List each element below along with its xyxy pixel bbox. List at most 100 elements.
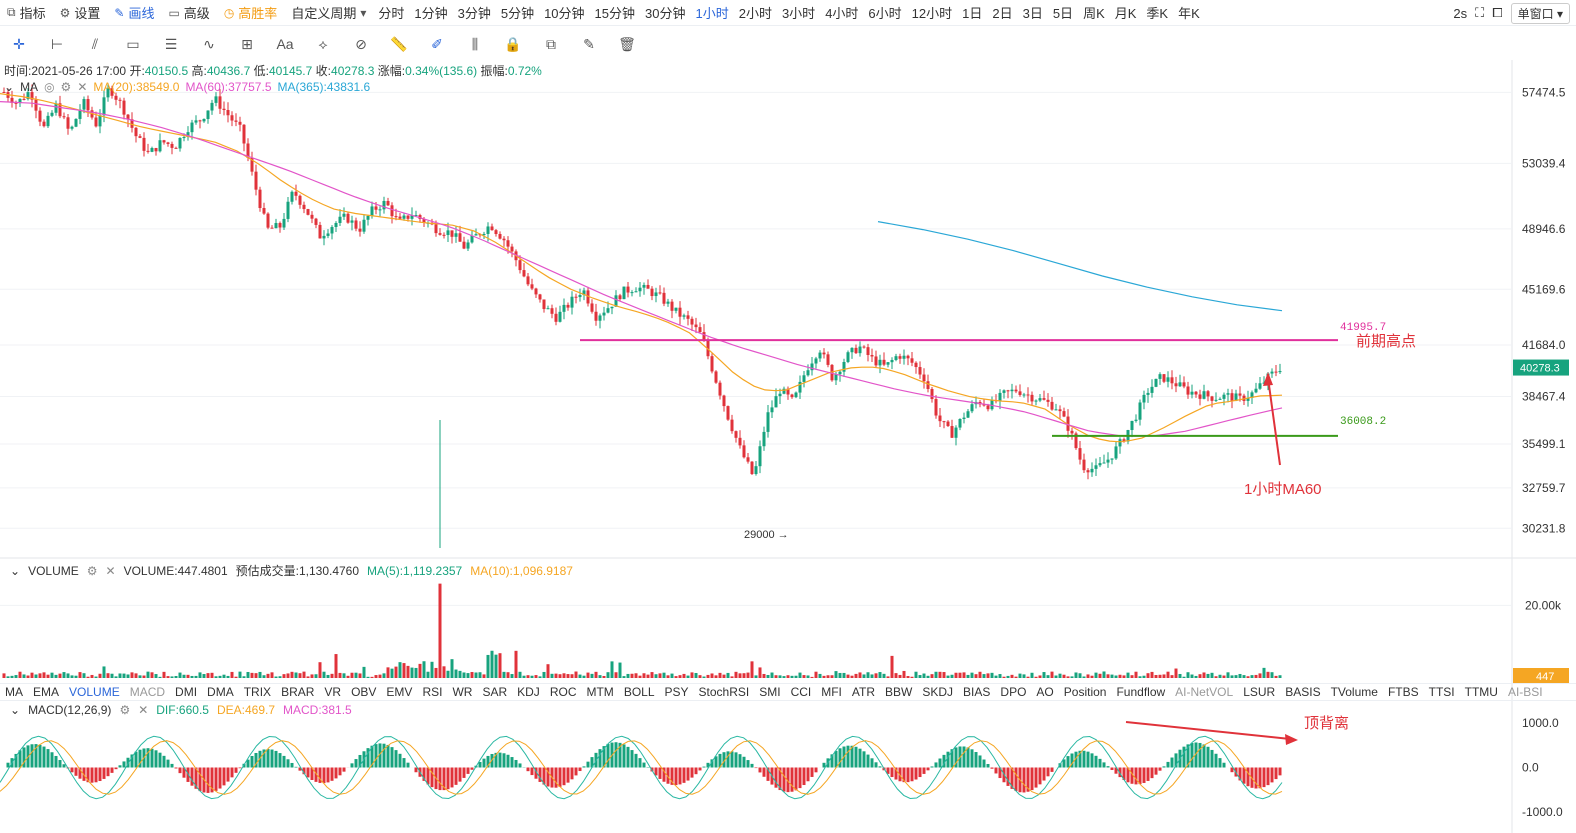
indicator-tab-26[interactable]: BIAS [963, 685, 991, 699]
lock-icon[interactable]: 🔒 [504, 35, 522, 52]
indicator-tab-37[interactable]: TTMU [1464, 685, 1498, 699]
trendline-icon[interactable]: ⫽ [91, 35, 99, 52]
indicator-tab-22[interactable]: MFI [821, 685, 842, 699]
draw-mode-icon[interactable]: ✐ [431, 35, 443, 52]
indicator-tab-0[interactable]: MA [5, 685, 23, 699]
draw-button[interactable]: ✎ 画线 [107, 0, 161, 26]
indicator-tab-29[interactable]: Position [1063, 685, 1107, 699]
measure-icon[interactable]: ⊞ [241, 35, 253, 52]
indicator-tab-17[interactable]: BOLL [623, 685, 655, 699]
period-16[interactable]: 5日 [1052, 6, 1074, 21]
indicator-tab-4[interactable]: DMI [175, 685, 198, 699]
period-17[interactable]: 周K [1083, 6, 1105, 21]
indicator-tab-10[interactable]: EMV [386, 685, 413, 699]
volume-bar [182, 674, 186, 678]
period-18[interactable]: 月K [1114, 6, 1137, 21]
indicator-tab-16[interactable]: MTM [586, 685, 614, 699]
indicator-tab-12[interactable]: WR [452, 685, 473, 699]
crosshair-icon[interactable]: ✛ [13, 35, 25, 52]
period-13[interactable]: 1日 [962, 6, 983, 21]
candle-type-icon[interactable]: ⫼ [471, 35, 479, 52]
indicator-tab-36[interactable]: TTSI [1428, 685, 1455, 699]
text-icon[interactable]: Aa [276, 36, 294, 52]
window-mode-select[interactable]: 单窗口 ▾ [1510, 2, 1570, 24]
custom-period-dropdown[interactable]: 自定义周期 ▾ [284, 0, 373, 26]
settings-button[interactable]: ⚙ 设置 [53, 0, 108, 26]
close-icon[interactable]: ✕ [77, 80, 88, 94]
period-1[interactable]: 1分钟 [414, 6, 448, 21]
horizontal-segment-icon[interactable]: ⊢ [50, 35, 64, 52]
eye-icon[interactable]: ◎ [44, 80, 55, 94]
indicator-tab-15[interactable]: ROC [549, 685, 577, 699]
indicator-tab-20[interactable]: SMI [759, 685, 781, 699]
indicator-tab-27[interactable]: DPO [1000, 685, 1027, 699]
indicator-tab-13[interactable]: SAR [482, 685, 508, 699]
indicator-tab-24[interactable]: BBW [885, 685, 913, 699]
chevron-down-icon[interactable]: ⌄ [10, 703, 21, 717]
period-4[interactable]: 10分钟 [544, 6, 585, 21]
indicator-tab-21[interactable]: CCI [790, 685, 812, 699]
popout-icon[interactable]: ⧠ [1492, 5, 1503, 20]
hide-drawings-icon[interactable]: ⊘ [355, 35, 367, 52]
gear-icon[interactable]: ⚙ [60, 80, 72, 94]
period-20[interactable]: 年K [1178, 6, 1200, 21]
wave-icon[interactable]: ∿ [203, 35, 215, 52]
period-14[interactable]: 2日 [992, 6, 1013, 21]
magnet-icon[interactable]: ⟡ [318, 35, 328, 52]
chevron-down-icon[interactable]: ⌄ [4, 80, 15, 94]
period-2[interactable]: 3分钟 [457, 6, 491, 21]
period-15[interactable]: 3日 [1022, 6, 1043, 21]
period-0[interactable]: 分时 [378, 6, 405, 21]
indicator-tab-14[interactable]: KDJ [517, 685, 540, 699]
indicator-tab-2[interactable]: VOLUME [69, 685, 120, 699]
win-rate-button[interactable]: ◷ 高胜率 [217, 0, 285, 26]
indicator-tab-35[interactable]: FTBS [1387, 685, 1419, 699]
indicator-tab-23[interactable]: ATR [851, 685, 876, 699]
period-7[interactable]: 1小时 [695, 6, 729, 21]
indicator-tab-18[interactable]: PSY [664, 685, 689, 699]
close-icon[interactable]: ✕ [138, 703, 149, 717]
indicator-tab-7[interactable]: BRAR [281, 685, 315, 699]
volume-bar [6, 676, 10, 678]
indicator-tab-25[interactable]: SKDJ [922, 685, 954, 699]
period-12[interactable]: 12小时 [911, 6, 953, 21]
indicator-tab-33[interactable]: BASIS [1285, 685, 1321, 699]
gear-icon[interactable]: ⚙ [86, 563, 98, 578]
indicator-tab-38[interactable]: AI-BSI [1507, 685, 1543, 699]
indicator-tab-3[interactable]: MACD [129, 685, 166, 699]
indicator-tab-31[interactable]: AI-NetVOL [1175, 685, 1234, 699]
copy-icon[interactable]: ⧉ [546, 35, 556, 52]
chevron-down-icon[interactable]: ⌄ [10, 563, 21, 578]
trash-icon[interactable]: 🗑 [618, 35, 636, 52]
indicator-tab-8[interactable]: VR [324, 685, 342, 699]
period-5[interactable]: 15分钟 [594, 6, 636, 21]
indicator-tab-34[interactable]: TVolume [1330, 685, 1378, 699]
indicator-tab-1[interactable]: EMA [33, 685, 60, 699]
indicator-button[interactable]: ⧉ 指标 [0, 0, 53, 26]
ruler-icon[interactable]: 📏 [390, 35, 408, 52]
fullscreen-icon[interactable]: ⛶ [1475, 5, 1485, 20]
period-8[interactable]: 2小时 [738, 6, 772, 21]
indicator-tab-5[interactable]: DMA [207, 685, 234, 699]
close-icon[interactable]: ✕ [105, 563, 116, 578]
rectangle-icon[interactable]: ▭ [126, 35, 140, 52]
indicator-tab-28[interactable]: AO [1036, 685, 1054, 699]
refresh-interval[interactable]: 2s [1453, 5, 1468, 21]
period-11[interactable]: 6小时 [868, 6, 902, 21]
parallel-lines-icon[interactable]: ☰ [164, 35, 178, 52]
indicator-tab-11[interactable]: RSI [422, 685, 443, 699]
gear-icon[interactable]: ⚙ [119, 703, 131, 717]
advanced-button[interactable]: ▭ 高级 [161, 0, 216, 26]
edit-icon[interactable]: ✎ [583, 35, 595, 52]
period-3[interactable]: 5分钟 [500, 6, 535, 21]
indicator-tab-9[interactable]: OBV [351, 685, 377, 699]
indicator-tab-6[interactable]: TRIX [243, 685, 272, 699]
period-10[interactable]: 4小时 [825, 6, 859, 21]
period-9[interactable]: 3小时 [781, 6, 816, 21]
indicator-tab-30[interactable]: Fundflow [1116, 685, 1166, 699]
period-6[interactable]: 30分钟 [645, 6, 686, 21]
period-19[interactable]: 季K [1146, 6, 1169, 21]
indicator-tab-32[interactable]: LSUR [1243, 685, 1276, 699]
indicator-tab-19[interactable]: StochRSI [698, 685, 750, 699]
